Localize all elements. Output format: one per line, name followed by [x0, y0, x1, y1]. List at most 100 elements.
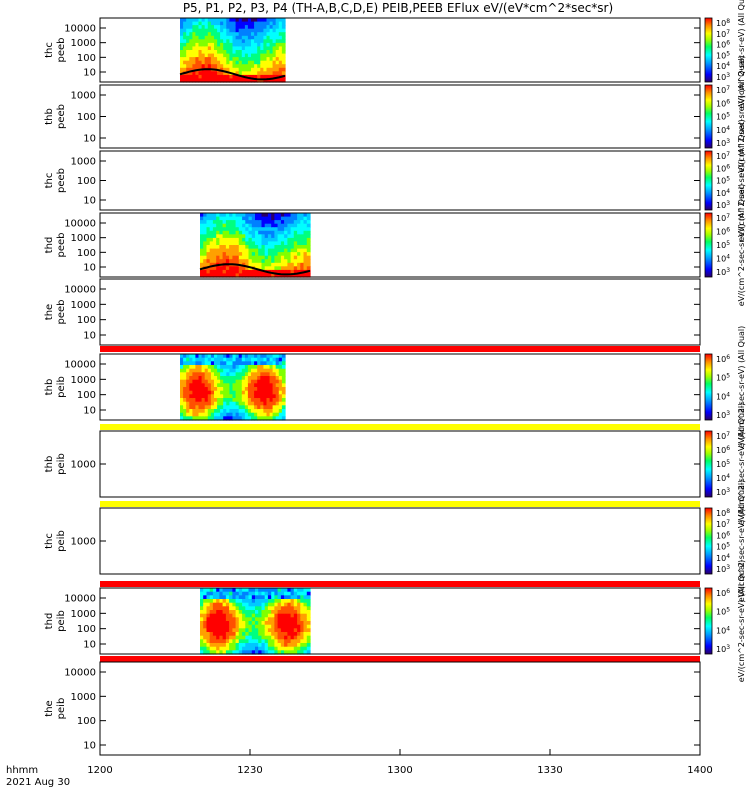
spectrogram-cell	[264, 223, 269, 228]
spectrogram-cell	[186, 57, 190, 62]
spectrogram-cell	[217, 376, 221, 381]
spectrogram-cell	[235, 361, 240, 366]
spectrogram-cell	[216, 223, 220, 228]
spectrogram-cell	[232, 28, 237, 33]
spectrogram-cell	[238, 398, 243, 403]
spectrogram-cell	[241, 57, 246, 62]
spectrogram-cell	[267, 624, 272, 629]
spectrogram-cell	[284, 646, 288, 651]
spectrogram-cell	[235, 234, 240, 239]
spectrogram-cell	[235, 18, 240, 23]
spectrogram-cell	[267, 643, 272, 648]
spectrogram-cell	[261, 628, 266, 633]
spectrogram-cell	[212, 241, 217, 246]
spectrogram-cell	[192, 42, 197, 48]
spectrogram-cell	[280, 262, 285, 267]
spectrogram-cell	[225, 613, 230, 618]
spectrogram-cell	[251, 237, 256, 243]
spectrogram-cell	[207, 25, 212, 30]
spectrogram-cell	[284, 255, 288, 260]
spectrogram-cell	[297, 602, 301, 607]
spectrogram-cell	[189, 53, 193, 58]
spectrogram-cell	[192, 412, 197, 417]
colorbar-label: eV/(cm^2-sec-sr-eV) (All Qual)	[737, 184, 746, 307]
spectrogram-cell	[212, 624, 217, 629]
spectrogram-cell	[206, 599, 211, 604]
colorbar-tick-label: 103	[716, 200, 730, 210]
spectrogram-cell	[207, 21, 212, 26]
spectrogram-cell	[255, 635, 259, 640]
spectrogram-cell	[261, 602, 266, 607]
spectrogram-cell	[229, 60, 234, 65]
spectrogram-cell	[192, 372, 197, 377]
spectrogram-cell	[258, 273, 262, 278]
spectrogram-cell	[251, 361, 255, 366]
spectrogram-cell	[300, 266, 305, 271]
spectrogram-cell	[306, 632, 311, 637]
spectrogram-cell	[269, 18, 274, 23]
spectrogram-cell	[297, 241, 301, 246]
spectrogram-cell	[209, 230, 214, 235]
spectrogram-cell	[206, 595, 211, 600]
spectrogram-cell	[297, 245, 301, 250]
spectrogram-cell	[263, 365, 268, 370]
spectrogram-cell	[255, 639, 259, 644]
spectrogram-cell	[269, 383, 274, 388]
spectrogram-cell	[235, 35, 240, 40]
spectrogram-cell	[290, 606, 295, 611]
spectrogram-cell	[303, 227, 308, 232]
spectrogram-cell	[180, 372, 184, 377]
spectrogram-cell	[200, 606, 204, 611]
spectrogram-cell	[258, 227, 262, 232]
spectrogram-cell	[278, 25, 283, 30]
spectrogram-cell	[189, 32, 193, 37]
spectrogram-cell	[247, 39, 252, 44]
spectrogram-cell	[238, 635, 243, 640]
spectrogram-cell	[217, 50, 221, 55]
spectrogram-cell	[254, 379, 258, 384]
spectrogram-cell	[260, 42, 264, 48]
spectrogram-cell	[210, 21, 215, 26]
spectrogram-cell	[251, 53, 255, 58]
spectrogram-cell	[235, 624, 240, 629]
spectrogram-cell	[229, 361, 234, 366]
spectrogram-cell	[232, 21, 237, 26]
spectrogram-cell	[244, 398, 249, 403]
spectrogram-cell	[274, 599, 279, 604]
spectrogram-cell	[242, 227, 246, 232]
colorbar-label: eV/(cm^2-sec-sr-eV) (All Qual)	[737, 119, 746, 242]
spectrogram-cell	[266, 60, 271, 65]
spectrogram-cell	[271, 269, 275, 275]
spectrogram-cell	[232, 237, 237, 243]
spectrogram-cell	[290, 245, 295, 250]
spectrogram-cell	[247, 46, 252, 51]
spectrogram-cell	[232, 368, 237, 373]
spectrogram-cell	[293, 216, 298, 221]
spectrogram-cell	[272, 39, 277, 44]
spectrogram-cell	[277, 595, 282, 600]
spectrogram-cell	[254, 372, 258, 377]
spectrogram-cell	[198, 354, 203, 359]
spectrogram-cell	[238, 220, 243, 225]
spectrogram-cell	[226, 412, 230, 417]
spectrogram-cell	[180, 39, 184, 44]
spectrogram-cell	[257, 379, 261, 384]
spectrogram-cell	[238, 613, 243, 618]
spectrogram-cell	[183, 60, 187, 65]
spectrogram-cell	[232, 387, 237, 392]
spectrogram-cell	[220, 398, 224, 403]
spectrogram-cell	[210, 416, 215, 421]
spectrogram-cell	[247, 390, 252, 395]
spectrogram-cell	[192, 78, 197, 83]
spectrogram-cell	[220, 25, 224, 30]
spectrogram-cell	[306, 262, 311, 267]
spectrogram-cell	[300, 220, 305, 225]
panel-probe-label: thc	[44, 173, 55, 189]
spectrogram-cell	[272, 42, 277, 48]
spectrogram-cell	[198, 46, 203, 51]
spectrogram-cell	[223, 71, 227, 76]
spectrogram-cell	[222, 273, 227, 278]
spectrogram-cell	[278, 53, 283, 58]
spectrogram-cell	[232, 18, 237, 23]
